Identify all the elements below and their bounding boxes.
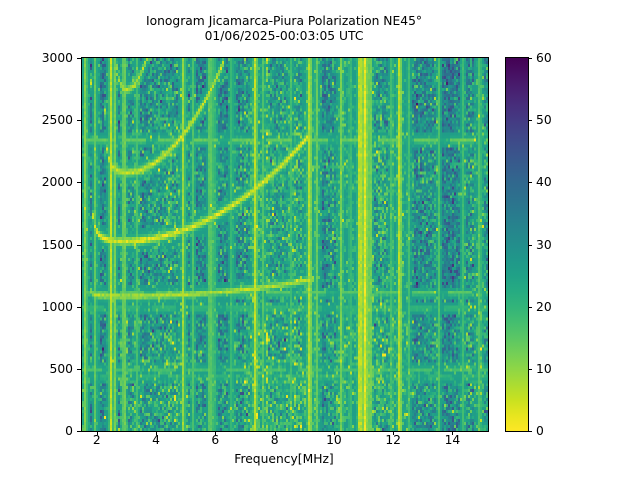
y-tick-mark-1: [77, 368, 81, 370]
colorbar-tick-label-6: 60: [536, 51, 552, 65]
y-tick-label-1: 500: [49, 361, 73, 376]
x-tick-label-1: 4: [152, 433, 160, 447]
ionogram-plot-area[interactable]: [81, 57, 489, 432]
x-tick-label-0: 2: [92, 433, 101, 447]
y-tick-label-0: 0: [65, 424, 73, 438]
colorbar-tick-label-5: 50: [536, 113, 552, 128]
x-tick-mark-2: [215, 431, 217, 435]
x-tick-mark-1: [156, 431, 158, 435]
x-axis-label: Frequency[MHz]: [234, 452, 334, 466]
colorbar-tick-mark-2: [528, 306, 532, 308]
colorbar-gradient: [506, 58, 528, 431]
y-tick-mark-4: [77, 182, 81, 184]
colorbar-tick-mark-0: [528, 431, 532, 432]
x-tick-mark-5: [393, 431, 395, 435]
colorbar-tick-label-0: 0: [536, 424, 544, 438]
y-tick-label-5: 2500: [41, 113, 73, 128]
x-tick-mark-3: [274, 431, 276, 435]
colorbar-tick-label-4: 40: [536, 175, 552, 190]
x-tick-label-5: 12: [385, 433, 401, 447]
y-tick-label-2: 1000: [41, 299, 73, 314]
y-tick-mark-3: [77, 244, 81, 246]
y-tick-label-3: 1500: [41, 237, 73, 252]
x-tick-mark-0: [96, 431, 98, 435]
colorbar-tick-label-1: 10: [536, 361, 552, 376]
colorbar[interactable]: [505, 57, 529, 432]
x-tick-mark-6: [452, 431, 454, 435]
x-tick-label-2: 6: [211, 433, 220, 447]
colorbar-tick-mark-1: [528, 368, 532, 370]
y-tick-mark-0: [77, 431, 81, 432]
y-tick-label-6: 3000: [41, 51, 73, 65]
colorbar-label: Power [dB]: [545, 0, 561, 73]
colorbar-tick-label-3: 30: [536, 237, 552, 252]
colorbar-tick-mark-3: [528, 244, 532, 246]
colorbar-tick-mark-5: [528, 120, 532, 122]
y-tick-mark-5: [77, 120, 81, 122]
y-tick-mark-6: [77, 58, 81, 59]
title-line-2: 01/06/2025-00:03:05 UTC: [204, 28, 364, 43]
colorbar-tick-label-2: 20: [536, 299, 552, 314]
x-tick-label-6: 14: [444, 433, 461, 447]
y-tick-label-4: 2000: [41, 175, 73, 190]
ionogram-heatmap[interactable]: [82, 58, 488, 431]
chart-title: Ionogram Jicamarca-Piura Polarization NE…: [0, 14, 568, 43]
colorbar-tick-mark-6: [528, 58, 532, 59]
y-tick-mark-2: [77, 306, 81, 308]
title-line-1: Ionogram Jicamarca-Piura Polarization NE…: [145, 14, 423, 28]
x-tick-label-4: 10: [326, 433, 342, 447]
x-tick-label-3: 8: [270, 433, 279, 447]
colorbar-tick-mark-4: [528, 182, 532, 184]
x-tick-mark-4: [333, 431, 335, 435]
